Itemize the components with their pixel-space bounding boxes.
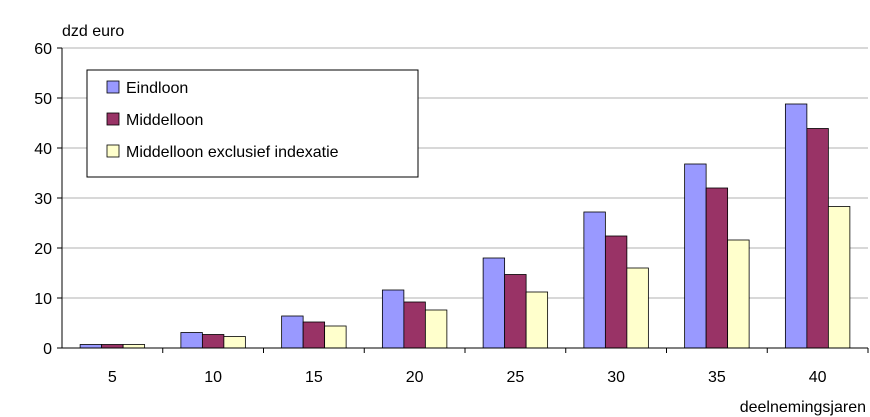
y-tick-label: 60 xyxy=(34,41,52,58)
legend-label: Middelloon exclusief indexatie xyxy=(126,144,339,161)
legend-label: Middelloon xyxy=(126,112,203,129)
y-axis-title: dzd euro xyxy=(62,23,124,40)
x-tick-label: 10 xyxy=(204,369,222,386)
x-tick-label: 5 xyxy=(108,369,117,386)
bar-middelloon-20 xyxy=(403,301,426,349)
bar-middelloon-exclusief-indexatie-35 xyxy=(727,239,750,349)
bars xyxy=(79,103,851,349)
bar-middelloon-exclusief-indexatie-20 xyxy=(424,309,448,349)
y-tick-label: 30 xyxy=(34,191,52,208)
x-tick-label: 30 xyxy=(607,369,625,386)
x-axis-title: deelnemingsjaren xyxy=(740,399,866,416)
bar-middelloon-10 xyxy=(201,334,225,349)
y-tick-label: 20 xyxy=(34,241,52,258)
axes xyxy=(57,47,869,353)
legend-swatch xyxy=(106,80,120,94)
bar-eindloon-25 xyxy=(482,257,506,349)
x-tick-label: 35 xyxy=(708,369,726,386)
bar-middelloon-exclusief-indexatie-30 xyxy=(626,267,649,349)
bar-middelloon-exclusief-indexatie-5 xyxy=(122,344,146,349)
x-tick-label: 15 xyxy=(305,369,323,386)
x-tick-label: 25 xyxy=(506,369,524,386)
legend-swatch xyxy=(106,144,120,158)
bar-middelloon-exclusief-indexatie-15 xyxy=(324,325,347,349)
bar-middelloon-25 xyxy=(504,274,527,349)
bar-eindloon-10 xyxy=(180,332,203,349)
bar-eindloon-15 xyxy=(281,315,304,349)
x-tick-label: 40 xyxy=(809,369,827,386)
bar-middelloon-15 xyxy=(302,321,326,349)
y-tick-label: 0 xyxy=(43,341,52,358)
bar-eindloon-30 xyxy=(583,211,606,349)
bar-middelloon-35 xyxy=(705,187,729,349)
y-tick-label: 40 xyxy=(34,141,52,158)
bar-middelloon-exclusief-indexatie-10 xyxy=(223,336,246,349)
bar-middelloon-30 xyxy=(604,235,628,349)
x-tick-label: 20 xyxy=(406,369,424,386)
legend: Eindloon Middelloon Middelloon exclusief i… xyxy=(86,69,419,178)
bar-middelloon-40 xyxy=(806,128,829,349)
bar-eindloon-40 xyxy=(784,103,808,349)
tick-labels: 0 10 20 30 40 50 60 5 10 15 20 25 30 35 40 xyxy=(34,41,826,386)
bar-eindloon-20 xyxy=(381,289,405,349)
bar-eindloon-35 xyxy=(684,163,707,349)
y-tick-label: 50 xyxy=(34,91,52,108)
y-tick-label: 10 xyxy=(34,291,52,308)
bar-eindloon-5 xyxy=(79,344,103,349)
legend-swatch xyxy=(106,112,120,126)
legend-label: Eindloon xyxy=(126,80,188,97)
bar-middelloon-exclusief-indexatie-40 xyxy=(827,206,851,349)
legend-box xyxy=(86,69,419,178)
bar-middelloon-exclusief-indexatie-25 xyxy=(525,291,549,349)
bar-middelloon-5 xyxy=(101,344,124,349)
